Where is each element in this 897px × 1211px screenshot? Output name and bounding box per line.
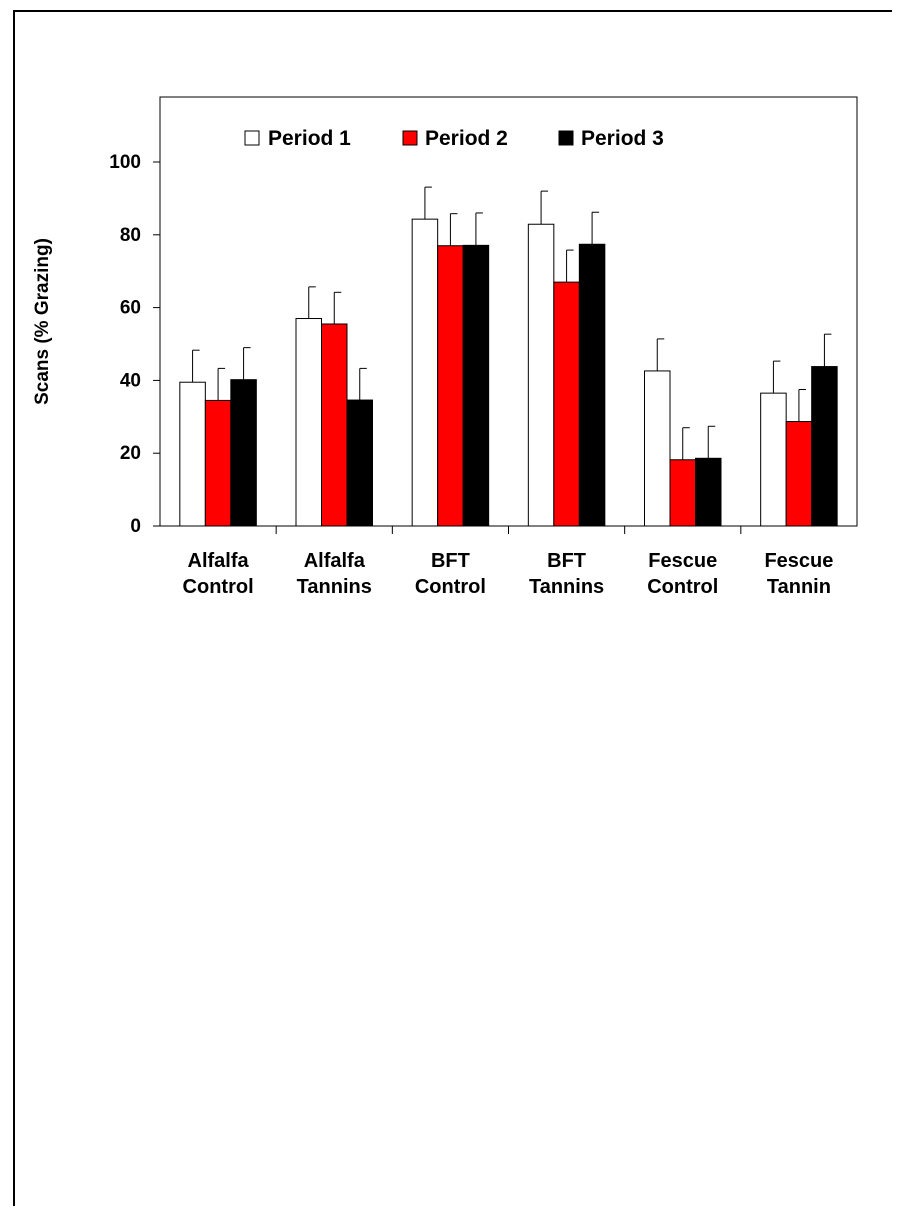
x-tick-label: Fescue	[764, 550, 833, 572]
legend-swatch	[402, 130, 418, 146]
x-tick-label: Alfalfa	[188, 550, 250, 572]
legend-swatch	[558, 130, 574, 146]
bar	[179, 381, 206, 527]
x-tick-label: BFT	[431, 550, 470, 572]
bar	[760, 392, 787, 527]
legend-label: Period 1	[268, 127, 351, 150]
bar	[578, 243, 606, 527]
y-tick-label: 20	[120, 443, 141, 464]
x-tick-label: Control	[647, 576, 718, 598]
bar	[811, 366, 838, 527]
plot-area: 0 20 40 60 80 100 Alfalfa Control Alfalfa Tannins…	[109, 96, 858, 598]
y-tick-label: 40	[120, 370, 141, 391]
bar	[669, 459, 696, 527]
y-axis-label: Scans (% Grazing)	[32, 238, 53, 405]
bar	[204, 399, 232, 527]
legend-swatch	[244, 130, 260, 146]
bar	[230, 379, 257, 527]
x-tick-label: Control	[183, 576, 254, 598]
x-tick-label: Tannin	[767, 576, 831, 598]
x-tick-label: Tannins	[297, 576, 372, 598]
x-tick-label: Control	[415, 576, 486, 598]
bar	[644, 370, 671, 527]
x-tick-label: Tannins	[529, 576, 604, 598]
bar	[462, 244, 490, 527]
bar	[321, 323, 348, 527]
bar	[346, 399, 373, 527]
figure-frame	[13, 10, 892, 1206]
bar	[785, 421, 813, 527]
y-axis-title-group: Scans (% Grazing)	[32, 238, 53, 405]
y-tick-label: 0	[130, 516, 141, 537]
bar	[295, 318, 322, 527]
y-tick-label: 60	[120, 298, 141, 319]
y-tick-label: 80	[120, 225, 141, 246]
bar	[553, 281, 580, 527]
bar	[695, 457, 722, 527]
plot-border	[159, 96, 858, 527]
x-tick-label: Fescue	[648, 550, 717, 572]
legend-label: Period 3	[581, 127, 664, 150]
y-tick-label: 100	[109, 152, 141, 173]
bar	[437, 245, 464, 527]
bar	[411, 218, 439, 527]
legend-label: Period 2	[425, 127, 508, 150]
x-tick-label: BFT	[547, 550, 586, 572]
x-tick-label: Alfalfa	[304, 550, 366, 572]
bar	[527, 223, 555, 527]
